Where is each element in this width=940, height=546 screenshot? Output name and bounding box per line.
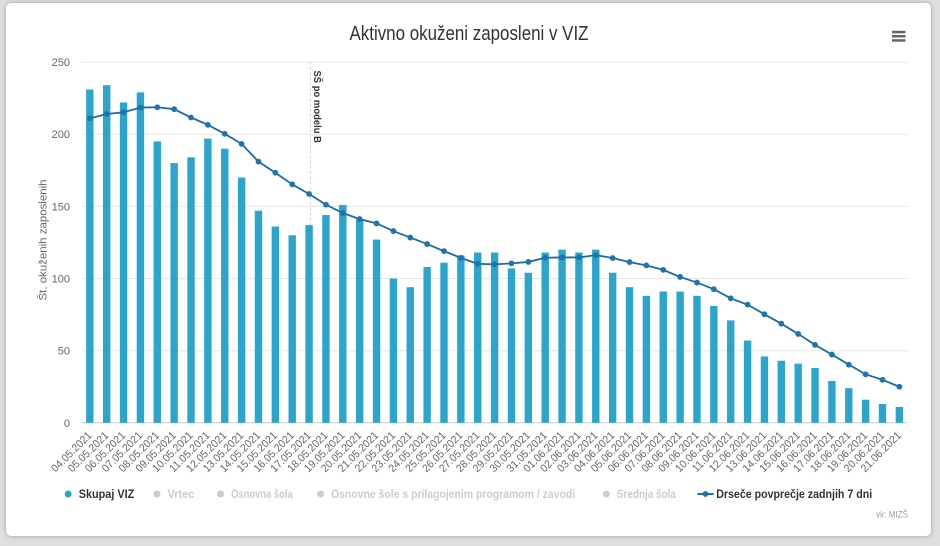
svg-text:50: 50 <box>58 346 70 358</box>
svg-text:SŠ po modelu B: SŠ po modelu B <box>311 71 324 144</box>
svg-text:150: 150 <box>52 201 70 213</box>
svg-text:250: 250 <box>52 57 70 69</box>
svg-text:200: 200 <box>52 129 70 141</box>
svg-text:Aktivno okuženi zaposleni v VI: Aktivno okuženi zaposleni v VIZ <box>350 23 589 45</box>
svg-text:Št. okuženih zaposlenih: Št. okuženih zaposlenih <box>37 180 50 301</box>
svg-text:Skupaj VIZ: Skupaj VIZ <box>79 487 135 501</box>
svg-text:vir: MIZŠ: vir: MIZŠ <box>876 510 908 520</box>
svg-text:Osnovne šole s prilagojenim pr: Osnovne šole s prilagojenim programom / … <box>331 487 575 501</box>
svg-text:Drseče povprečje zadnjih 7 dni: Drseče povprečje zadnjih 7 dni <box>716 487 872 501</box>
svg-text:100: 100 <box>52 274 70 286</box>
svg-text:Osnovna šola: Osnovna šola <box>231 487 293 501</box>
svg-text:0: 0 <box>64 418 70 430</box>
svg-text:Srednja šola: Srednja šola <box>617 487 676 501</box>
svg-text:Vrtec: Vrtec <box>168 487 195 501</box>
